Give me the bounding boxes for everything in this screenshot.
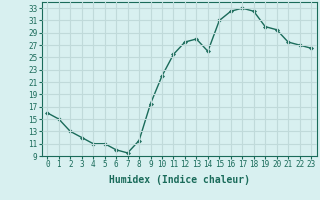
X-axis label: Humidex (Indice chaleur): Humidex (Indice chaleur) bbox=[109, 175, 250, 185]
